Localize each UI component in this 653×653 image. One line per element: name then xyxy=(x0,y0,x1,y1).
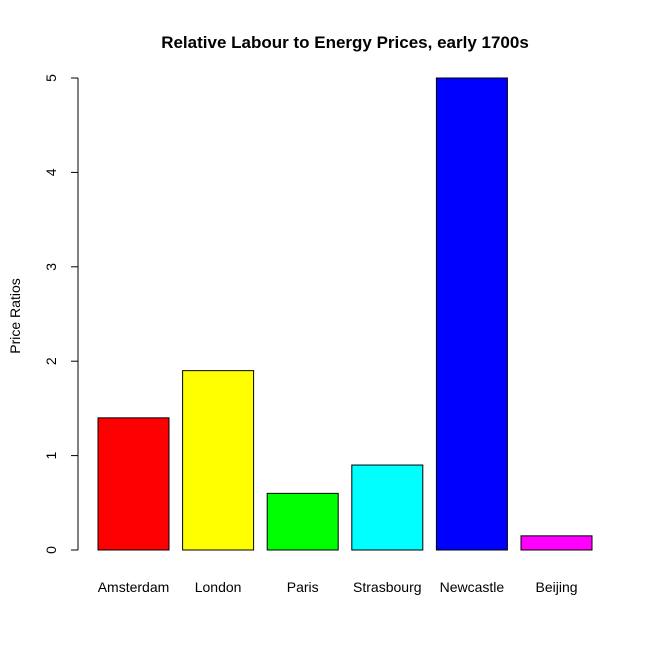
bar-paris xyxy=(266,492,339,551)
y-axis-label: Price Ratios xyxy=(7,278,23,353)
bar-newcastle xyxy=(435,77,508,551)
bar-strasbourg xyxy=(351,464,424,551)
bar-amsterdam xyxy=(97,417,170,551)
y-tick-label: 2 xyxy=(43,357,59,365)
x-tick-label: Paris xyxy=(287,579,319,595)
x-tick-label: Strasbourg xyxy=(353,579,421,595)
x-tick-label: Newcastle xyxy=(440,579,505,595)
y-tick-label: 5 xyxy=(43,74,59,82)
y-axis: 0 1 2 3 4 5 xyxy=(43,74,79,554)
bars xyxy=(97,77,593,551)
bar-beijing xyxy=(520,535,593,551)
x-tick-label: London xyxy=(195,579,242,595)
x-tick-label: Amsterdam xyxy=(98,579,170,595)
x-tick-label: Beijing xyxy=(535,579,577,595)
y-tick-label: 0 xyxy=(43,546,59,554)
y-tick-label: 1 xyxy=(43,451,59,459)
chart-title: Relative Labour to Energy Prices, early … xyxy=(161,33,529,52)
y-tick-label: 3 xyxy=(43,263,59,271)
bar-london xyxy=(182,370,255,551)
y-tick-label: 4 xyxy=(43,168,59,176)
x-axis-labels: Amsterdam London Paris Strasbourg Newcastle B… xyxy=(98,579,578,595)
